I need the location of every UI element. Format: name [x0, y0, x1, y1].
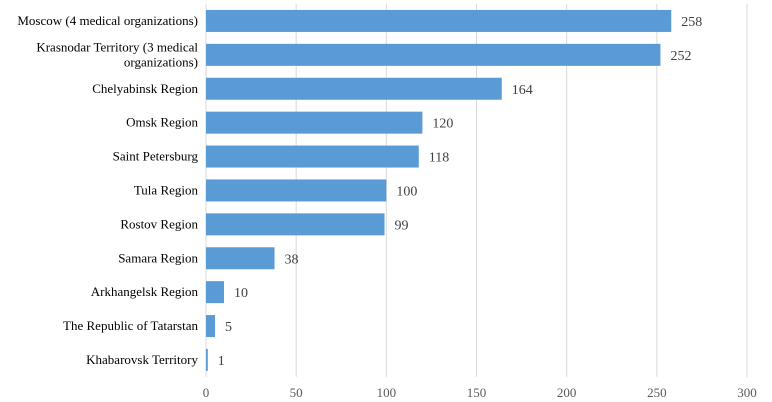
- x-axis-tick-labels: 0 50 100 150 200 250 300: [203, 385, 757, 400]
- x-tick-label: 250: [647, 385, 667, 400]
- category-label: Arkhangelsk Region: [91, 284, 199, 299]
- bar: [206, 213, 385, 236]
- bars: [206, 9, 672, 371]
- value-label: 38: [285, 252, 299, 267]
- bar: [206, 43, 661, 66]
- value-label: 120: [432, 117, 453, 132]
- gridlines: [205, 4, 748, 377]
- category-label: Chelyabinsk Region: [92, 81, 198, 96]
- value-label: 252: [670, 49, 691, 64]
- bar: [206, 9, 672, 32]
- value-label: 10: [234, 286, 248, 301]
- x-tick-label: 0: [203, 385, 210, 400]
- value-label: 118: [429, 151, 449, 166]
- value-labels: 258 252 164 120 118 100 99 38 10 5 1: [218, 15, 702, 369]
- category-label: Moscow (4 medical organizations): [17, 13, 198, 28]
- category-label: Rostov Region: [120, 216, 198, 231]
- category-label: The Republic of Tatarstan: [63, 318, 198, 333]
- bar: [206, 247, 275, 270]
- bar: [206, 145, 419, 168]
- category-label: Saint Petersburg: [113, 149, 199, 164]
- category-labels: Moscow (4 medical organizations) Krasnoda…: [17, 13, 198, 367]
- category-label: organizations): [124, 54, 198, 69]
- x-tick-label: 100: [377, 385, 397, 400]
- category-label: Khabarovsk Territory: [86, 352, 198, 367]
- x-tick-label: 200: [557, 385, 577, 400]
- bar: [206, 77, 502, 100]
- x-tick-label: 300: [737, 385, 757, 400]
- bar: [206, 179, 387, 202]
- value-label: 99: [395, 218, 409, 233]
- category-label: Samara Region: [118, 250, 198, 265]
- bar: [206, 315, 216, 338]
- category-label: Krasnodar Territory (3 medical: [36, 39, 198, 54]
- value-label: 258: [681, 15, 702, 30]
- x-tick-label: 50: [290, 385, 303, 400]
- value-label: 100: [396, 184, 417, 199]
- bar: [206, 281, 225, 304]
- value-label: 5: [225, 320, 232, 335]
- x-tick-label: 150: [467, 385, 487, 400]
- category-label: Tula Region: [134, 182, 199, 197]
- value-label: 164: [512, 83, 533, 98]
- bar: [206, 111, 423, 134]
- bar: [206, 348, 208, 371]
- value-label: 1: [218, 354, 225, 369]
- category-label: Omsk Region: [126, 115, 198, 130]
